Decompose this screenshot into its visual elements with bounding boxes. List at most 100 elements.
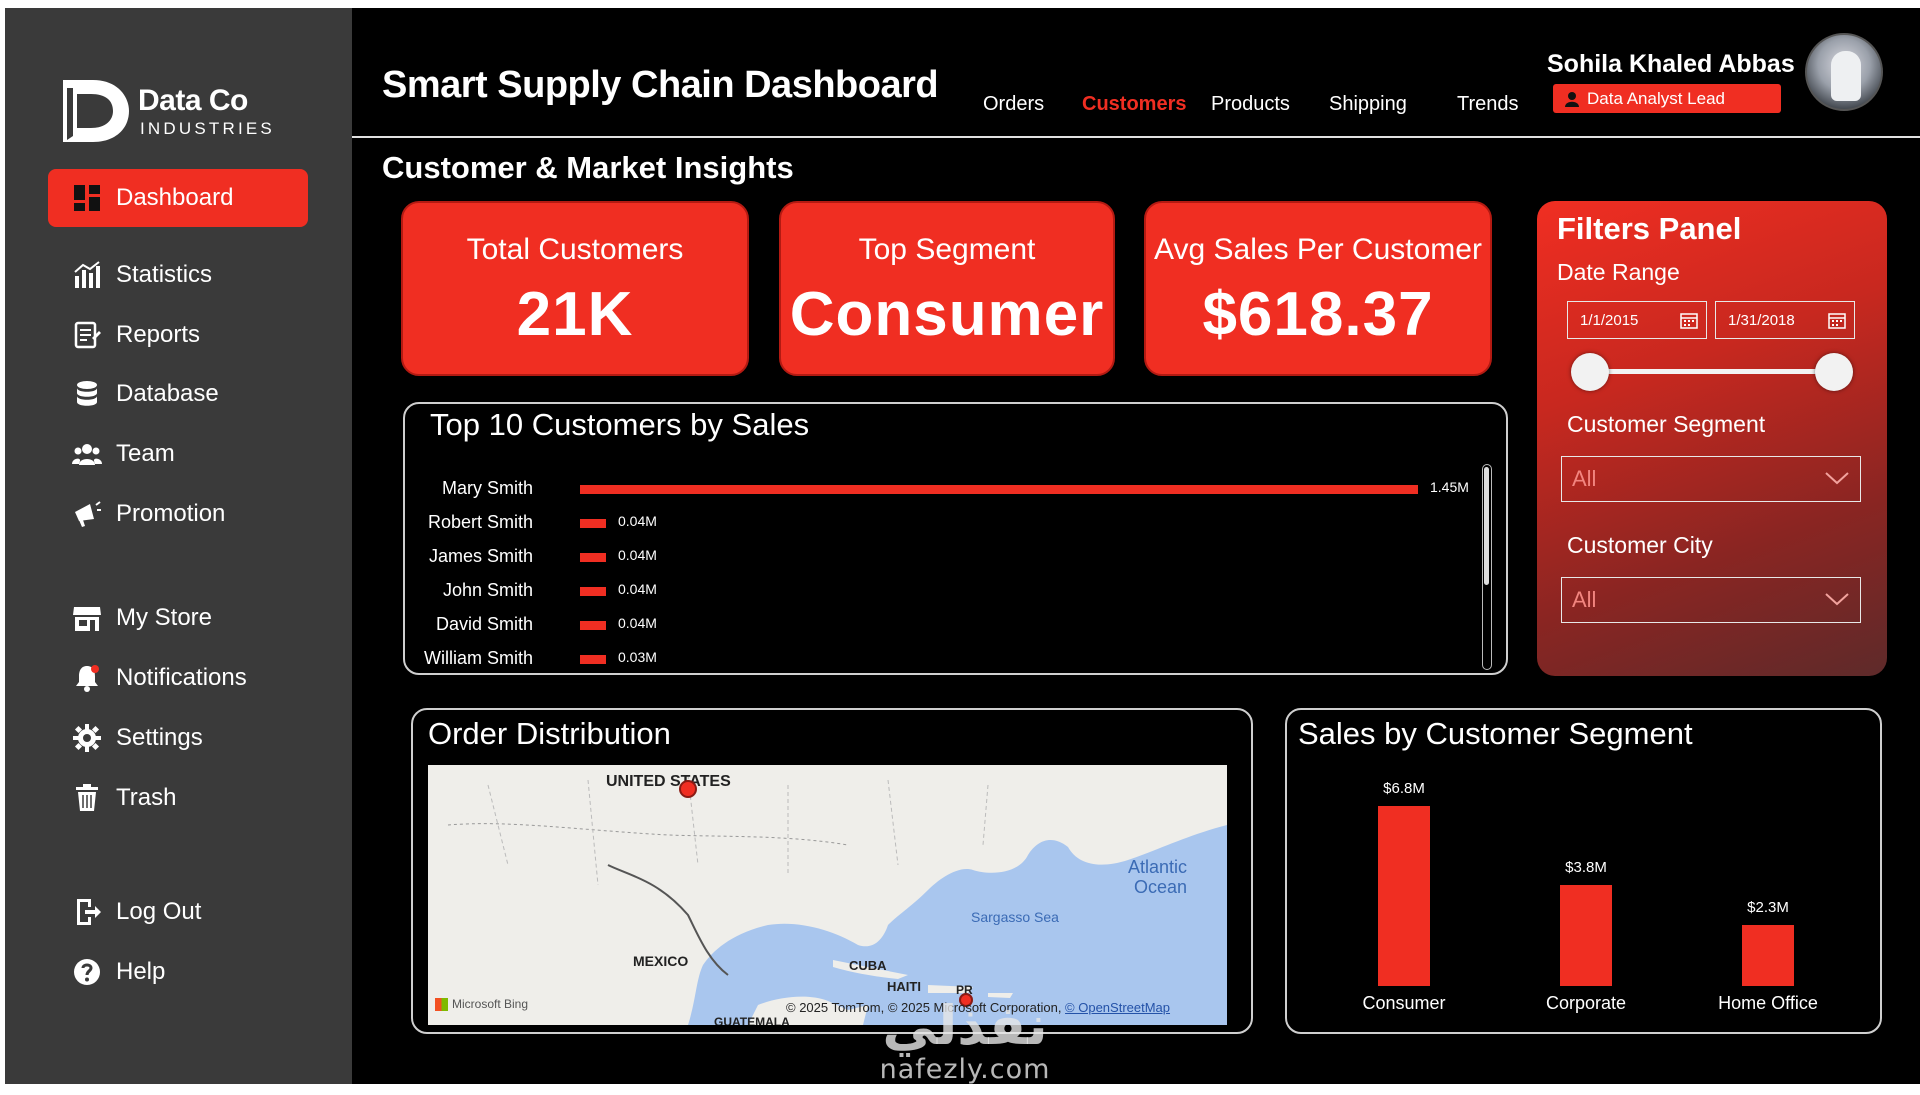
- customer-sales-bar[interactable]: [580, 553, 606, 562]
- customer-city-value: All: [1572, 587, 1597, 612]
- chevron-down-icon: [1825, 593, 1849, 606]
- table-row[interactable]: Mary Smith 1.45M: [405, 474, 1469, 504]
- kpi-value: 21K: [516, 280, 634, 349]
- sidebar-item-statistics[interactable]: Statistics: [48, 246, 308, 304]
- category-label: Consumer: [1362, 993, 1446, 1013]
- database-icon: [70, 377, 104, 411]
- sidebar-item-trash[interactable]: Trash: [48, 769, 308, 827]
- customer-sales-bar[interactable]: [580, 519, 606, 528]
- date-slider-end-handle[interactable]: [1815, 353, 1853, 391]
- sidebar-item-dashboard[interactable]: Dashboard: [48, 169, 308, 227]
- sidebar-item-label: Promotion: [116, 500, 226, 527]
- sidebar-item-label: Database: [116, 380, 219, 407]
- scrollbar[interactable]: [1482, 464, 1492, 670]
- microsoft-logo-icon: [435, 997, 448, 1011]
- kpi-label: Total Customers: [466, 233, 684, 266]
- sidebar-item-label: Dashboard: [116, 184, 234, 211]
- tab-trends[interactable]: Trends: [1457, 93, 1519, 115]
- date-range-label: Date Range: [1557, 259, 1680, 285]
- data-label: $3.8M: [1565, 859, 1607, 877]
- segment-bar[interactable]: [1378, 806, 1430, 986]
- user-role-label: Data Analyst Lead: [1587, 88, 1725, 108]
- customer-name: David Smith: [435, 614, 533, 634]
- map-label-mexico: MEXICO: [633, 953, 689, 969]
- kpi-label: Avg Sales Per Customer: [1154, 233, 1482, 266]
- tab-shipping[interactable]: Shipping: [1329, 93, 1407, 115]
- bing-logo: Microsoft Bing: [435, 997, 528, 1011]
- map-land: [428, 765, 1227, 1025]
- customer-city-label: Customer City: [1567, 532, 1713, 558]
- kpi-value: $618.37: [1202, 280, 1434, 349]
- date-start-input[interactable]: 1/1/2015: [1567, 301, 1707, 339]
- table-row[interactable]: William Smith 0.03M: [405, 644, 1465, 674]
- order-distribution-map[interactable]: UNITED STATES Atlantic Ocean Sargasso Se…: [428, 765, 1227, 1025]
- data-label: 0.04M: [618, 547, 657, 563]
- sidebar-item-log-out[interactable]: Log Out: [48, 883, 308, 941]
- order-distribution-panel: Order Distribution UNITED STATES Atlanti…: [411, 708, 1253, 1034]
- customer-city-dropdown[interactable]: All: [1561, 577, 1861, 623]
- map-label-us: UNITED STATES: [606, 773, 731, 790]
- user-name: Sohila Khaled Abbas: [1547, 50, 1795, 78]
- sidebar-item-notifications[interactable]: Notifications: [48, 649, 308, 707]
- kpi-top-segment: Top Segment Consumer: [779, 201, 1115, 376]
- table-row[interactable]: Robert Smith 0.04M: [405, 508, 1465, 538]
- table-row[interactable]: James Smith 0.04M: [405, 542, 1465, 572]
- tab-products[interactable]: Products: [1211, 93, 1290, 115]
- sidebar-item-reports[interactable]: Reports: [48, 306, 308, 364]
- map-attribution: © 2025 TomTom, © 2025 Microsoft Corporat…: [786, 1000, 1170, 1015]
- date-slider-track[interactable]: [1589, 369, 1835, 374]
- customer-sales-bar[interactable]: [580, 485, 1418, 494]
- map-label-atlantic-line2: Ocean: [1133, 877, 1188, 897]
- team-icon: [70, 437, 104, 471]
- panel-title: Sales by Customer Segment: [1298, 716, 1693, 751]
- logout-icon: [70, 895, 104, 929]
- store-icon: [70, 601, 104, 635]
- customer-name: James Smith: [428, 546, 533, 566]
- category-label: Home Office: [1718, 993, 1818, 1013]
- data-label: 0.04M: [618, 581, 657, 597]
- customer-sales-bar[interactable]: [580, 587, 606, 596]
- sidebar-item-my-store[interactable]: My Store: [48, 589, 308, 647]
- filters-panel: Filters Panel Date Range 1/1/2015 1/31/2…: [1537, 201, 1887, 676]
- segment-bar[interactable]: [1560, 885, 1612, 986]
- user-icon: [1565, 91, 1579, 107]
- bell-icon: [70, 661, 104, 695]
- map-label-sargasso: Sargasso Sea: [971, 909, 1059, 925]
- map-marker[interactable]: [679, 780, 697, 798]
- sidebar: Data Co INDUSTRIES Dashboard Statistics …: [5, 8, 352, 1084]
- customer-segment-dropdown[interactable]: All: [1561, 456, 1861, 502]
- openstreetmap-link[interactable]: © OpenStreetMap: [1065, 1000, 1171, 1015]
- data-label: 0.04M: [618, 615, 657, 631]
- avatar-figure: [1831, 51, 1861, 101]
- tab-orders[interactable]: Orders: [983, 93, 1045, 115]
- table-row[interactable]: John Smith 0.04M: [405, 576, 1465, 606]
- section-title: Customer & Market Insights: [382, 150, 794, 185]
- data-label: 0.04M: [618, 513, 657, 529]
- dashboard-icon: [70, 181, 104, 215]
- tab-customers[interactable]: Customers: [1082, 93, 1187, 115]
- logo: Data Co INDUSTRIES: [61, 78, 281, 146]
- map-label-haiti: HAITI: [887, 979, 921, 994]
- avatar[interactable]: [1805, 33, 1883, 111]
- table-row[interactable]: David Smith 0.04M: [405, 610, 1465, 640]
- date-end-input[interactable]: 1/31/2018: [1715, 301, 1855, 339]
- sidebar-item-label: Team: [116, 440, 175, 467]
- sidebar-item-settings[interactable]: Settings: [48, 709, 308, 767]
- top-customers-panel: Top 10 Customers by Sales Mary Smith 1.45…: [403, 402, 1508, 675]
- map-marker[interactable]: [959, 993, 973, 1007]
- sidebar-item-database[interactable]: Database: [48, 365, 308, 423]
- customer-sales-bar[interactable]: [580, 621, 606, 630]
- sidebar-item-team[interactable]: Team: [48, 425, 308, 483]
- data-label: 0.03M: [618, 649, 657, 665]
- sidebar-item-help[interactable]: Help: [48, 943, 308, 1001]
- customer-sales-bar[interactable]: [580, 655, 606, 664]
- date-slider-start-handle[interactable]: [1571, 353, 1609, 391]
- gear-icon: [70, 721, 104, 755]
- scrollbar-thumb[interactable]: [1484, 467, 1489, 585]
- sidebar-item-promotion[interactable]: Promotion: [48, 485, 308, 543]
- map-label-cuba: CUBA: [849, 958, 887, 973]
- sidebar-item-label: Help: [116, 958, 166, 985]
- help-icon: [70, 955, 104, 989]
- segment-bar[interactable]: [1742, 925, 1794, 986]
- panel-title: Order Distribution: [428, 716, 671, 751]
